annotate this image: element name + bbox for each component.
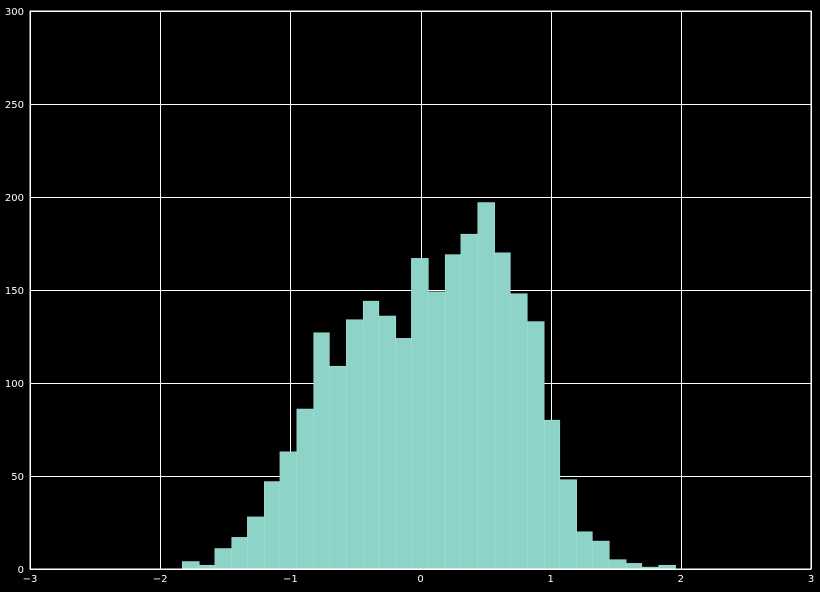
histogram-bar [444,254,462,570]
histogram-bar [625,563,643,570]
x-tick-label: 2 [678,574,684,585]
histogram-bar [296,408,315,570]
x-axis-tick-labels: −3 −2 −1 0 1 2 3 [23,574,815,585]
histogram-bar [181,561,200,570]
histogram-bar [247,516,265,570]
histogram-bar [198,564,216,570]
histogram-bar [658,564,676,570]
histogram-bar [460,233,479,570]
plot-frame [29,10,812,570]
histogram-bar [477,202,495,570]
y-tick-label: 300 [5,7,24,18]
y-tick-label: 100 [5,379,24,390]
histogram-bar [592,540,610,570]
histogram-bars [181,202,676,570]
y-tick-label: 0 [18,565,24,576]
histogram-bar [214,548,233,570]
histogram-bar [378,315,397,570]
y-tick-label: 250 [5,100,24,111]
histogram-bar [559,479,577,570]
histogram-bar [279,451,298,570]
histogram-bar [510,293,528,570]
x-tick-label: 1 [547,574,553,585]
histogram-bar [313,332,330,570]
x-tick-label: 3 [808,574,814,585]
x-tick-label: 0 [417,574,423,585]
histogram-bar [608,559,627,570]
histogram-bar [428,291,446,570]
histogram-bar [231,537,248,570]
histogram-bar [494,252,511,570]
y-axis-tick-labels: 0 50 100 150 200 250 300 [5,7,24,576]
histogram-bar [526,321,545,570]
y-tick-label: 150 [5,286,24,297]
x-tick-label: −3 [23,574,38,585]
y-tick-label: 50 [11,472,24,483]
histogram-bar [395,338,412,570]
histogram-bar [346,319,364,570]
histogram-bar [263,481,281,570]
histogram-bar [362,300,380,570]
histogram-bar [543,419,561,570]
x-tick-label: −2 [153,574,168,585]
x-tick-label: −1 [283,574,298,585]
histogram-bar [411,258,429,570]
histogram-bar [329,365,347,570]
histogram-bar [576,531,593,570]
y-tick-label: 200 [5,193,24,204]
